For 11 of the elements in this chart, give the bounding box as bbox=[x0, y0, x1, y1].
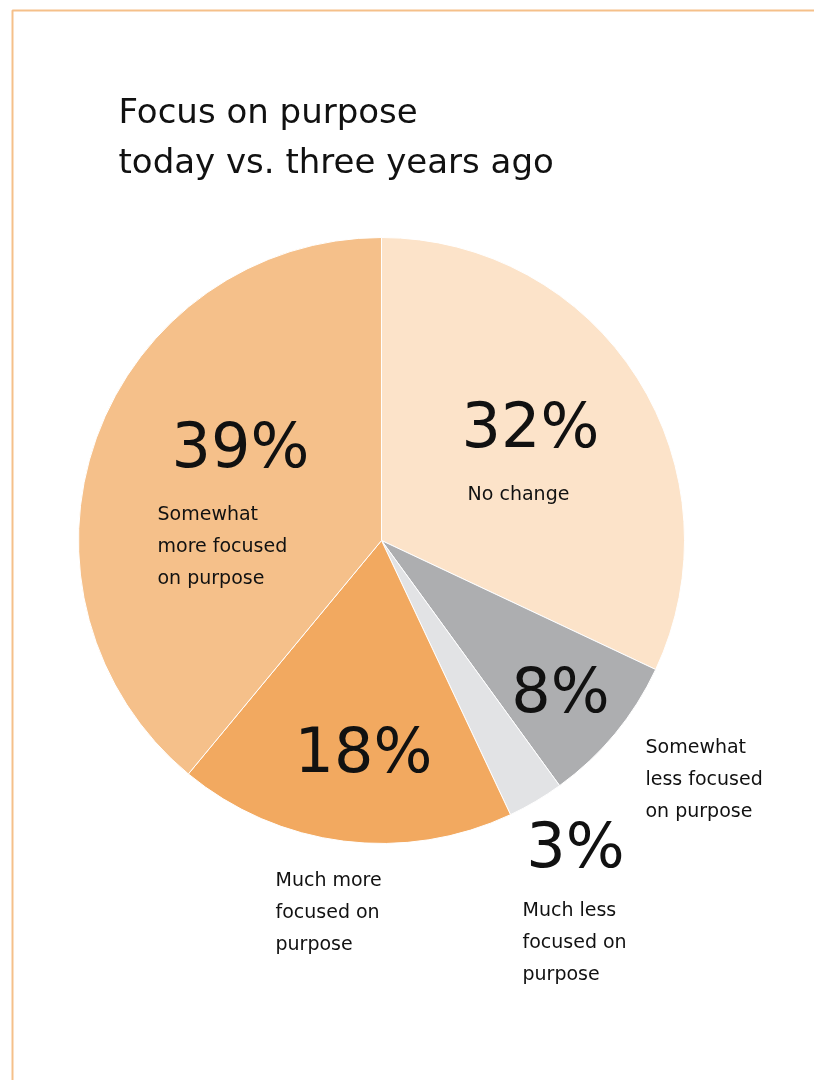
data-label: 3% bbox=[526, 809, 625, 882]
slice-label: Somewhat more focused on purpose bbox=[157, 501, 288, 588]
slice-label: Much less focused on purpose bbox=[522, 897, 627, 984]
data-label: 8% bbox=[511, 654, 610, 727]
slice-label: Much more focused on purpose bbox=[275, 867, 382, 954]
data-label: 39% bbox=[171, 409, 310, 482]
slice-label: Somewhat less focused on purpose bbox=[645, 734, 763, 821]
data-label: 18% bbox=[294, 714, 433, 787]
data-label: 32% bbox=[461, 389, 600, 462]
slice-label: No change bbox=[467, 481, 570, 504]
chart-title: Focus on purpose today vs. three years ago bbox=[118, 90, 554, 181]
